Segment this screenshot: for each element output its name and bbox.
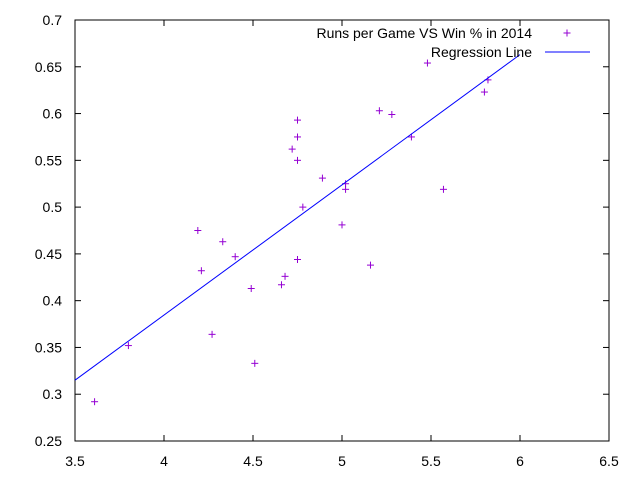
data-point [247,285,255,293]
legend-label: Regression Line [431,44,532,60]
data-point [318,174,326,182]
data-point [124,342,132,350]
data-point [338,221,346,229]
data-point [294,256,301,264]
y-tick-label: 0.55 [35,152,62,168]
data-point [194,227,202,234]
x-tick-label: 4 [160,453,168,469]
y-tick-label: 0.6 [43,106,63,122]
data-point [439,185,447,193]
x-axis: 3.5 4 4.5 5 5.5 6 6.5 [65,20,619,469]
data-point [342,185,350,193]
data-point [219,238,227,246]
data-point [197,267,205,275]
data-point [480,88,488,96]
data-point [281,272,289,280]
x-tick-label: 6.5 [599,453,619,469]
data-point [288,145,296,153]
data-point [277,281,285,289]
data-point [294,156,301,164]
data-point [299,203,307,211]
y-tick-label: 0.3 [43,386,63,402]
x-tick-label: 4.5 [243,453,263,469]
y-axis: 0.25 0.3 0.35 0.4 0.45 0.5 0.55 0.6 0.65 0.7 [35,12,609,449]
x-tick-label: 5.5 [421,453,441,469]
data-point [294,133,301,141]
x-tick-label: 3.5 [65,453,85,469]
data-point [366,261,374,269]
data-point [91,398,99,406]
y-tick-label: 0.35 [35,339,62,355]
legend-entry: Regression Line [431,44,590,60]
regression-line [74,54,521,381]
y-tick-label: 0.45 [35,246,62,262]
data-point [251,359,259,367]
y-tick-label: 0.4 [43,293,63,309]
x-tick-label: 6 [516,453,524,469]
legend-entry: Runs per Game VS Win % in 2014 [316,25,571,41]
legend: Runs per Game VS Win % in 2014 Regression… [316,25,590,60]
y-tick-label: 0.25 [35,433,62,449]
legend-label: Runs per Game VS Win % in 2014 [316,25,532,41]
data-point [388,110,396,118]
data-point [231,253,239,261]
data-point [375,107,383,115]
data-point [208,330,216,338]
y-tick-label: 0.7 [43,12,63,28]
data-point [423,59,431,67]
series-layer [74,54,521,406]
x-tick-label: 5 [338,453,346,469]
y-tick-label: 0.65 [35,59,62,75]
y-tick-label: 0.5 [43,199,63,215]
data-point [294,116,301,124]
